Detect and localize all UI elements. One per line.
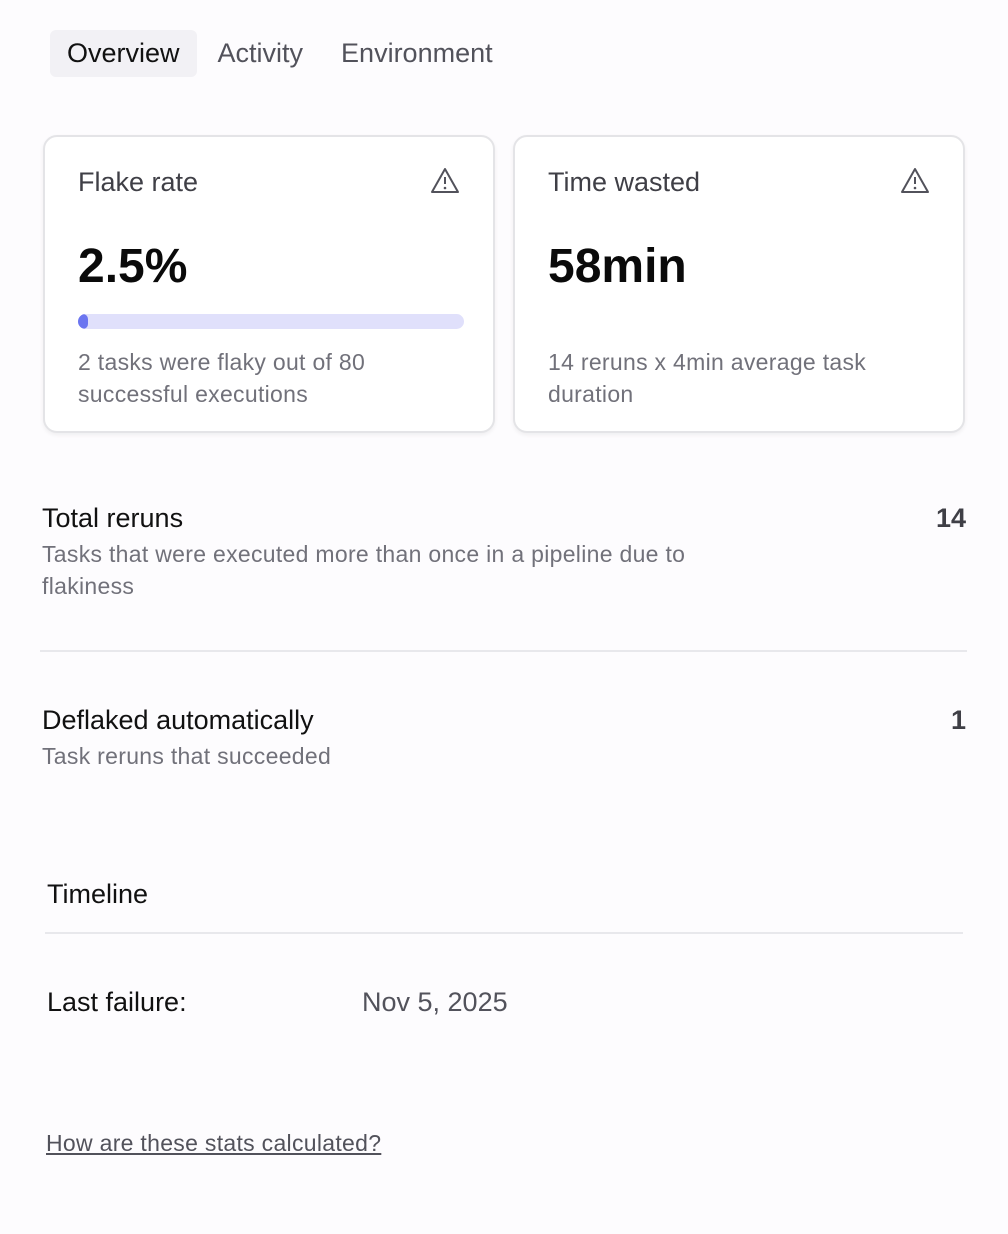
tab-environment[interactable]: Environment [341,38,493,68]
card-title: Flake rate [78,167,199,197]
last-failure-value: Nov 5, 2025 [362,987,508,1017]
stat-value: 1 [950,705,966,735]
divider [40,650,967,652]
warning-triangle-icon [431,168,459,193]
tab-activity[interactable]: Activity [217,38,304,68]
stat-value: 14 [935,503,966,533]
time-wasted-value: 58min [548,240,687,293]
progress-fill [78,314,88,329]
tab-bar: Overview Activity Environment [50,30,510,77]
time-wasted-card: Time wasted 58min 14 reruns x 4min avera… [513,135,965,433]
card-description: 14 reruns x 4min average task duration [548,349,867,407]
stats-help-link[interactable]: How are these stats calculated? [46,1130,382,1156]
stat-title: Total reruns [42,503,184,533]
stat-title: Deflaked automatically [42,705,314,735]
card-title: Time wasted [548,167,701,197]
flake-rate-value: 2.5% [78,240,188,293]
flake-rate-card: Flake rate 2.5% 2 tasks were flaky out o… [43,135,495,433]
stat-subtitle: Tasks that were executed more than once … [42,541,686,599]
last-failure-label: Last failure: [47,987,187,1017]
divider [45,932,963,934]
warning-triangle-icon [901,168,929,193]
card-description: 2 tasks were flaky out of 80 successful … [78,349,366,407]
total-reruns-stat: Total reruns 14 Tasks that were executed… [42,503,966,602]
deflaked-stat: Deflaked automatically 1 Task reruns tha… [42,705,966,772]
timeline-heading: Timeline [47,879,149,909]
stat-subtitle: Task reruns that succeeded [42,743,332,769]
tab-overview[interactable]: Overview [50,30,197,77]
flake-rate-progress [78,314,464,329]
